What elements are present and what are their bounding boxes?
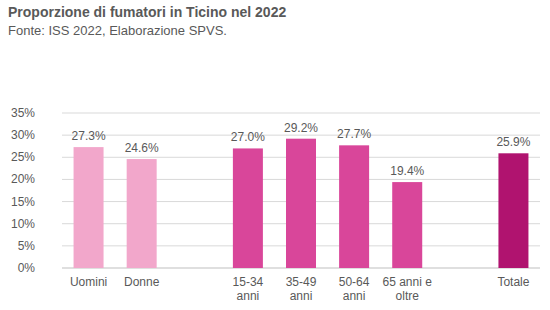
y-tick-label: 10% <box>11 217 35 231</box>
data-label: 27.7% <box>337 127 371 141</box>
x-tick-label: 50-64anni <box>339 275 370 303</box>
title: Proporzione di fumatori in Ticino nel 20… <box>8 4 286 20</box>
bar <box>392 182 422 268</box>
y-tick-label: 15% <box>11 195 35 209</box>
y-tick-label: 20% <box>11 172 35 186</box>
bar <box>339 145 369 268</box>
data-label: 19.4% <box>390 164 424 178</box>
x-tick-label: Donne <box>124 275 160 289</box>
x-tick-label: 65 anni eoltre <box>383 275 433 303</box>
data-label: 24.6% <box>125 141 159 155</box>
y-tick-label: 30% <box>11 128 35 142</box>
y-tick-label: 5% <box>18 239 36 253</box>
y-tick-label: 25% <box>11 150 35 164</box>
x-tick-label: Totale <box>497 275 529 289</box>
data-label: 27.3% <box>72 129 106 143</box>
grid-line <box>62 135 540 136</box>
bar <box>74 147 104 268</box>
x-tick-label: 35-49anni <box>286 275 317 303</box>
bar <box>498 153 528 268</box>
y-tick-label: 0% <box>18 261 36 275</box>
subtitle: Fonte: ISS 2022, Elaborazione SPVS. <box>8 23 227 38</box>
bars <box>74 139 529 268</box>
y-tick-label: 35% <box>11 106 35 120</box>
x-tick-label: 15-34anni <box>233 275 264 303</box>
data-label: 29.2% <box>284 121 318 135</box>
bar <box>286 139 316 268</box>
x-tick-label: Uomini <box>70 275 107 289</box>
grid-line <box>62 113 540 114</box>
chart-container: Proporzione di fumatori in Ticino nel 20… <box>0 0 550 310</box>
chart: Proporzione di fumatori in Ticino nel 20… <box>0 0 550 310</box>
data-label: 25.9% <box>496 135 530 149</box>
bar <box>233 148 263 268</box>
bar <box>127 159 157 268</box>
data-label: 27.0% <box>231 130 265 144</box>
